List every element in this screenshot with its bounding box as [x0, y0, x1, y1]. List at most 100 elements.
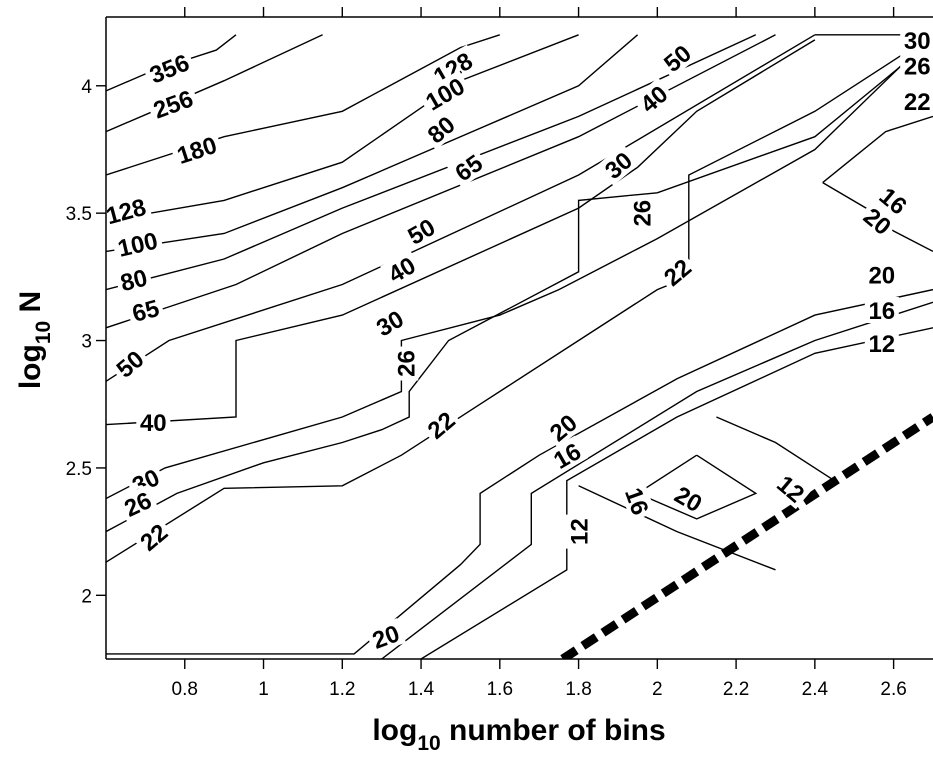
- contour-label-26: 26: [630, 200, 657, 227]
- contour-label-group-4: 100: [111, 225, 164, 263]
- contour-label-bg-1: [145, 83, 200, 125]
- x-axis-label: log10 number of bins: [372, 714, 665, 755]
- contour-label-50: 50: [403, 214, 440, 251]
- contour-label-16: 16: [868, 298, 895, 325]
- contour-label-group-36: 20: [864, 261, 899, 289]
- contour-label-40: 40: [384, 252, 421, 289]
- contour-line-20-16: [636, 454, 758, 520]
- contour-label-group-6: 65: [125, 293, 166, 328]
- contour-label-bg-33: [900, 26, 933, 53]
- contour-label-bg-15: [446, 146, 490, 188]
- contour-label-group-14: 80: [419, 108, 463, 150]
- contour-line-16-13: [381, 301, 933, 659]
- y-axis-label-suffix: N: [14, 291, 47, 321]
- contour-label-group-16: 50: [399, 211, 443, 251]
- contour-line-22-11: [106, 34, 933, 563]
- contour-label-bg-40: [856, 199, 900, 242]
- contour-label-80: 80: [118, 265, 150, 298]
- x-tick-label-1.8: 1.8: [565, 679, 591, 700]
- contour-label-group-24: 26: [628, 196, 657, 231]
- y-tick-label-3.5: 3.5: [66, 204, 92, 225]
- contour-label-bg-26: [541, 406, 585, 449]
- x-tick-label-1.2: 1.2: [329, 679, 355, 700]
- contour-line-12-14: [420, 327, 933, 659]
- contour-label-bg-23: [596, 143, 640, 186]
- contour-label-bg-21: [655, 36, 699, 79]
- contour-label-bg-18: [368, 302, 411, 343]
- contour-line-128-3: [106, 34, 579, 222]
- x-tick-label-0.8: 0.8: [172, 679, 198, 700]
- contour-label-group-3: 128: [106, 191, 153, 230]
- x-axis-label-suffix: number of bins: [441, 714, 666, 747]
- x-axis-label-subscript: 10: [417, 732, 440, 755]
- contour-label-bg-32: [365, 618, 407, 655]
- x-axis-ticks: 0.8 1 1.2 1.4 1.6 1.8 2 2.2 2.4 2.6: [172, 7, 907, 700]
- x-tick-label-1.6: 1.6: [487, 679, 513, 700]
- contour-line-30-9: [106, 34, 933, 500]
- contour-label-bg-11: [131, 515, 175, 558]
- contour-label-12: 12: [567, 518, 594, 545]
- contour-label-bg-34: [900, 52, 933, 79]
- contour-label-30: 30: [600, 147, 638, 185]
- contour-label-bg-29: [619, 480, 656, 522]
- contour-label-group-2: 180: [169, 129, 224, 170]
- contour-label-20: 20: [868, 262, 895, 289]
- contour-label-bg-28: [565, 514, 592, 549]
- contour-label-bg-10: [116, 484, 159, 523]
- contour-label-group-22: 40: [632, 77, 675, 120]
- y-tick-label-2.5: 2.5: [66, 459, 92, 480]
- contour-label-bg-2: [169, 129, 224, 170]
- contour-label-group-17: 40: [380, 249, 423, 289]
- contour-label-bg-24: [628, 196, 655, 231]
- contour-label-bg-36: [864, 261, 899, 288]
- contour-label-50: 50: [659, 40, 697, 78]
- contour-label-bg-5: [113, 262, 154, 297]
- contour-label-bg-20: [419, 403, 463, 446]
- contour-label-22: 22: [135, 519, 173, 557]
- y-tick-label-3: 3: [81, 332, 92, 353]
- contour-label-group-35: 22: [900, 88, 933, 116]
- contour-label-group-34: 26: [900, 52, 933, 80]
- contour-label-bg-19: [392, 346, 419, 381]
- contour-label-group-30: 20: [667, 478, 711, 519]
- contour-label-bg-4: [111, 225, 164, 262]
- contour-label-group-29: 16: [619, 480, 656, 522]
- contour-label-bg-37: [864, 297, 899, 323]
- contour-line-100-4: [106, 34, 639, 253]
- contour-label-group-23: 30: [596, 143, 640, 186]
- y-axis-label: log10 N: [14, 291, 55, 389]
- contour-label-bg-13: [417, 70, 472, 117]
- contour-label-group-1: 256: [145, 83, 200, 125]
- contour-label-group-28: 12: [565, 514, 594, 549]
- contour-label-group-38: 12: [864, 330, 899, 358]
- contour-label-100: 100: [115, 228, 160, 263]
- contour-label-group-27: 16: [545, 435, 589, 475]
- contour-label-group-18: 30: [368, 302, 411, 343]
- contour-label-bg-6: [125, 293, 166, 327]
- contour-label-bg-31: [769, 467, 813, 510]
- x-tick-label-2: 2: [652, 679, 663, 700]
- contour-line-12-18: [578, 485, 776, 571]
- contour-label-bg-25: [655, 250, 699, 293]
- contour-label-group-20: 22: [419, 403, 463, 446]
- contour-label-26: 26: [393, 350, 420, 377]
- contour-line-50-7: [106, 34, 816, 382]
- contour-label-bg-17: [380, 249, 423, 289]
- contour-label-bg-14: [419, 108, 463, 150]
- contour-lines: [106, 34, 933, 659]
- contour-label-bg-7: [108, 342, 151, 385]
- contour-label-bg-22: [632, 77, 675, 120]
- contour-label-22: 22: [423, 407, 461, 445]
- x-tick-label-1.4: 1.4: [408, 679, 435, 700]
- x-tick-label-1: 1: [258, 679, 269, 700]
- contour-line-12-17: [716, 416, 835, 482]
- contour-labels: 3562561801281008065504030262212810080655…: [106, 26, 933, 655]
- contour-label-bg-35: [900, 88, 933, 115]
- contour-label-group-32: 20: [365, 618, 407, 655]
- contour-label-bg-12: [425, 44, 480, 92]
- contour-label-65: 65: [450, 150, 487, 187]
- contour-label-40: 40: [635, 81, 673, 119]
- contour-label-bg-3: [106, 191, 153, 230]
- contour-label-12: 12: [868, 331, 895, 358]
